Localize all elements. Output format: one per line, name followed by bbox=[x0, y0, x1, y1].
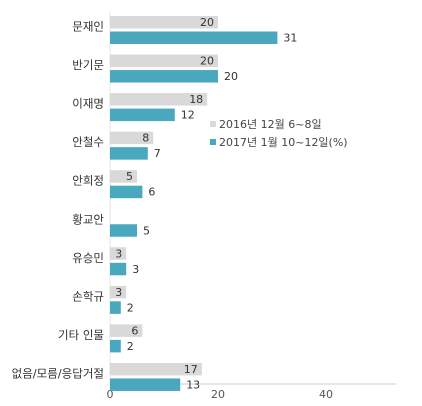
bar-current bbox=[110, 147, 148, 160]
bar-previous bbox=[110, 324, 143, 337]
bar-current bbox=[110, 262, 127, 276]
data-label: 8 bbox=[142, 132, 149, 145]
bar-current bbox=[110, 185, 143, 199]
bar-current bbox=[110, 31, 278, 44]
bar-current bbox=[110, 301, 121, 314]
category-label: 안희정 bbox=[72, 174, 104, 188]
data-label: 2 bbox=[127, 301, 134, 314]
bar-current bbox=[110, 378, 181, 391]
data-label: 31 bbox=[283, 32, 297, 45]
data-label: 6 bbox=[148, 186, 155, 199]
bar-current bbox=[110, 339, 121, 353]
bar-previous bbox=[110, 285, 127, 299]
data-label: 13 bbox=[186, 378, 200, 391]
data-label: 20 bbox=[200, 55, 214, 68]
data-label: 12 bbox=[181, 109, 195, 122]
legend: 2016년 12월 6~8일 2017년 1월 10~12일(%) bbox=[210, 117, 348, 149]
category-label: 손학규 bbox=[72, 289, 104, 303]
bar-previous bbox=[110, 170, 137, 183]
category-label: 없음/모름/응답거절 bbox=[12, 366, 104, 380]
data-label: 7 bbox=[154, 147, 161, 160]
legend-label: 2016년 12월 6~8일 bbox=[219, 117, 322, 131]
bar-previous bbox=[110, 362, 202, 376]
data-label: 6 bbox=[131, 324, 138, 337]
category-label: 안철수 bbox=[72, 135, 104, 149]
bar-current bbox=[110, 224, 137, 237]
x-tick-label: 0 bbox=[107, 388, 114, 401]
category-label: 유승민 bbox=[72, 251, 104, 265]
bar-previous bbox=[110, 16, 218, 29]
category-label: 기타 인물 bbox=[58, 328, 104, 342]
data-label: 20 bbox=[200, 16, 214, 29]
data-label: 20 bbox=[224, 70, 238, 83]
data-label: 3 bbox=[132, 263, 139, 276]
data-label: 18 bbox=[189, 93, 203, 106]
x-tick-label: 20 bbox=[211, 388, 225, 401]
category-label: 황교안 bbox=[72, 212, 104, 226]
data-label: 3 bbox=[115, 286, 122, 299]
bar-previous bbox=[110, 131, 154, 145]
bar-previous bbox=[110, 54, 218, 68]
bar-current bbox=[110, 108, 175, 122]
bar-current bbox=[110, 70, 218, 83]
legend-label: 2017년 1월 10~12일(%) bbox=[219, 135, 348, 149]
category-label: 반기문 bbox=[72, 58, 104, 72]
data-label: 17 bbox=[184, 363, 198, 376]
legend-swatch bbox=[210, 139, 216, 145]
data-label: 2 bbox=[127, 340, 134, 353]
data-label: 5 bbox=[126, 170, 133, 183]
bar-previous bbox=[110, 247, 127, 260]
bar-previous bbox=[110, 93, 208, 106]
category-label: 문재인 bbox=[72, 20, 104, 34]
data-label: 3 bbox=[115, 247, 122, 260]
x-tick-label: 40 bbox=[319, 388, 333, 401]
category-label: 이재명 bbox=[72, 97, 104, 111]
data-label: 5 bbox=[143, 224, 150, 237]
legend-swatch bbox=[210, 121, 216, 127]
